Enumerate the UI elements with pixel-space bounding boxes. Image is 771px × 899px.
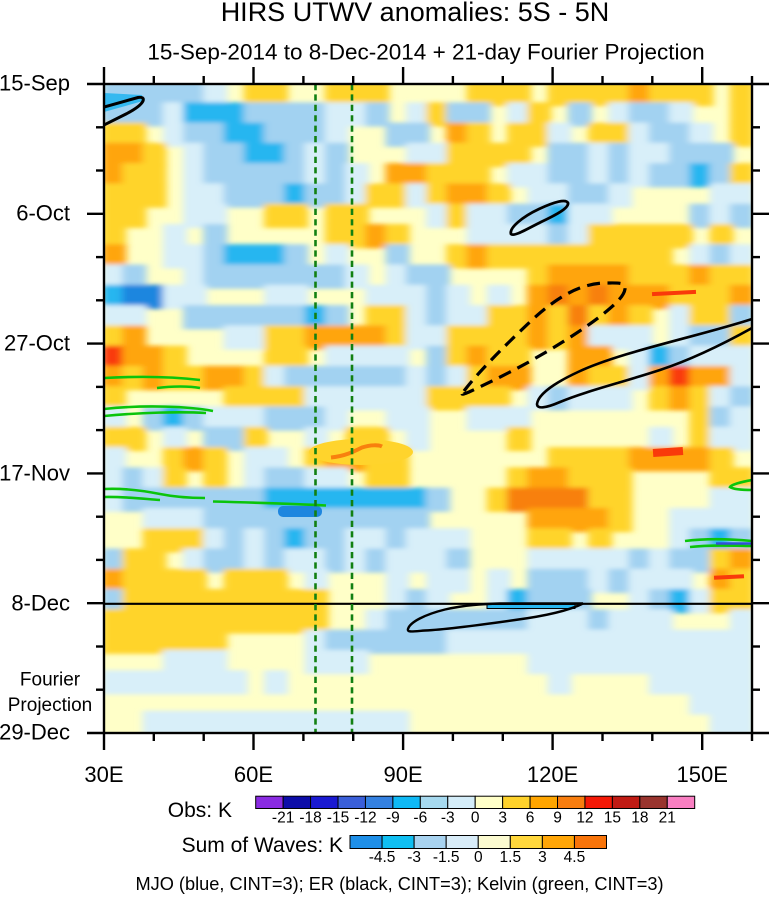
svg-text:12: 12 [576, 810, 593, 827]
svg-text:Projection: Projection [8, 695, 93, 716]
svg-text:18: 18 [631, 810, 648, 827]
svg-text:4.5: 4.5 [564, 849, 586, 866]
svg-text:-3: -3 [407, 849, 421, 866]
svg-text:21: 21 [659, 810, 676, 827]
svg-text:Obs: K: Obs: K [168, 799, 232, 822]
svg-text:150E: 150E [677, 762, 728, 787]
svg-text:29-Dec: 29-Dec [0, 720, 70, 745]
svg-text:-15: -15 [327, 810, 349, 827]
svg-text:9: 9 [553, 810, 562, 827]
svg-text:0: 0 [471, 810, 480, 827]
svg-text:-6: -6 [413, 810, 427, 827]
svg-text:-18: -18 [299, 810, 321, 827]
svg-text:-3: -3 [441, 810, 455, 827]
svg-text:60E: 60E [234, 762, 273, 787]
svg-text:17-Nov: 17-Nov [0, 460, 70, 485]
svg-text:90E: 90E [384, 762, 423, 787]
svg-text:15: 15 [604, 810, 621, 827]
svg-text:-9: -9 [386, 810, 400, 827]
svg-text:3: 3 [538, 849, 547, 866]
svg-text:3: 3 [498, 810, 507, 827]
svg-text:27-Oct: 27-Oct [4, 330, 70, 355]
svg-text:-12: -12 [354, 810, 376, 827]
svg-text:6-Oct: 6-Oct [16, 200, 70, 225]
svg-text:0: 0 [474, 849, 483, 866]
svg-text:-21: -21 [272, 810, 294, 827]
svg-text:Sum of Waves: K: Sum of Waves: K [182, 834, 343, 857]
svg-text:MJO (blue, CINT=3); ER (black,: MJO (blue, CINT=3); ER (black, CINT=3); … [135, 874, 663, 894]
svg-text:Fourier: Fourier [20, 670, 81, 691]
svg-text:15-Sep: 15-Sep [0, 71, 70, 96]
svg-text:120E: 120E [527, 762, 578, 787]
svg-text:HIRS UTWV anomalies: 5S - 5N: HIRS UTWV anomalies: 5S - 5N [221, 0, 610, 27]
svg-text:1.5: 1.5 [500, 849, 522, 866]
svg-text:-4.5: -4.5 [369, 849, 396, 866]
svg-text:30E: 30E [84, 762, 123, 787]
svg-text:8-Dec: 8-Dec [11, 590, 70, 615]
svg-text:-1.5: -1.5 [433, 849, 460, 866]
svg-text:6: 6 [526, 810, 535, 827]
svg-text:15-Sep-2014 to 8-Dec-2014 + 21: 15-Sep-2014 to 8-Dec-2014 + 21-day Fouri… [147, 40, 704, 65]
